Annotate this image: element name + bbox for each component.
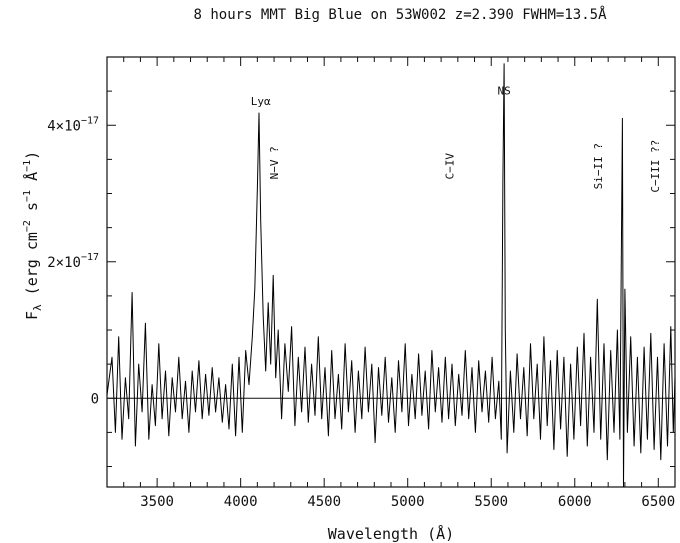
chart-title: 8 hours MMT Big Blue on 53W002 z=2.390 F… [193, 6, 607, 23]
x-tick-label: 5000 [391, 494, 425, 510]
x-tick-label: 6500 [641, 494, 675, 510]
y-tick-label: 0 [91, 391, 99, 407]
plot-frame [106, 56, 676, 488]
line-annotation: C−IV [444, 153, 457, 180]
line-annotation: Lyα [251, 95, 271, 108]
annotations-layer: Lyα N−V ? C−IV NS Si−II ? C−III ?? [251, 85, 662, 193]
line-annotation: N−V ? [268, 146, 281, 179]
y-tick-label: 4×10−17 [47, 115, 99, 134]
line-annotation: C−III ?? [649, 140, 662, 193]
x-tick-label: 4000 [224, 494, 258, 510]
x-axis-label: Wavelength (Å) [328, 524, 454, 543]
y-axis-label: Fλ (erg cm−2 s−1 Å−1) [22, 151, 44, 320]
y-tick-label: 2×10−17 [47, 252, 99, 271]
line-annotation: NS [497, 85, 510, 98]
line-annotation: Si−II ? [592, 143, 605, 189]
x-tick-label: 5500 [474, 494, 508, 510]
spectrum-series-line [106, 63, 676, 488]
x-tick-label: 3500 [140, 494, 174, 510]
x-tick-label: 4500 [307, 494, 341, 510]
series-layer [106, 63, 676, 488]
ticks-layer: 3500 4000 4500 5000 5500 6000 6500 0 2×10−17 4×10… [47, 56, 676, 510]
x-tick-label: 6000 [558, 494, 592, 510]
